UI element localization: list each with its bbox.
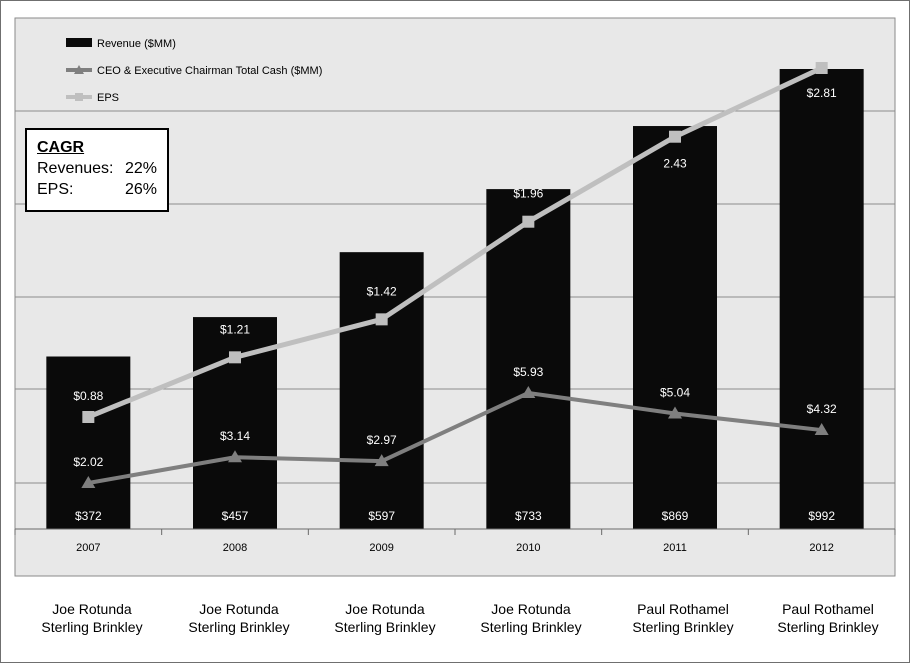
executive-ceo: Joe Rotunda [345, 601, 425, 617]
executive-ceo: Paul Rothamel [637, 601, 729, 617]
revenue-bar [46, 356, 131, 529]
cagr-eps-label: EPS: [37, 181, 74, 198]
cash-point [521, 386, 536, 398]
executive-names-2007: Joe Rotunda Sterling Brinkley [22, 600, 162, 636]
cash-series-line [87, 391, 822, 485]
eps-data-label: 2.43 [663, 157, 687, 171]
legend-eps-label: EPS [97, 92, 119, 104]
cash-point [228, 450, 242, 463]
eps-data-label: $1.96 [513, 187, 543, 201]
eps-point [522, 215, 535, 228]
revenue-bar [486, 189, 571, 529]
executive-names-2009: Joe Rotunda Sterling Brinkley [315, 600, 455, 636]
executive-names-2008: Joe Rotunda Sterling Brinkley [169, 600, 309, 636]
cagr-title: CAGR [37, 139, 85, 156]
x-tick-label: 2007 [76, 542, 100, 554]
executive-names-2010: Joe Rotunda Sterling Brinkley [461, 600, 601, 636]
revenue-data-label: $372 [75, 509, 102, 523]
cagr-revenues-label: Revenues: [37, 160, 114, 177]
executive-chairman: Sterling Brinkley [632, 619, 734, 635]
x-tick-label: 2009 [369, 542, 393, 554]
x-tick-label: 2010 [516, 542, 540, 554]
legend-revenue-label: Revenue ($MM) [97, 38, 176, 50]
eps-point [229, 351, 241, 364]
revenue-bar [633, 126, 717, 530]
eps-data-label: $2.81 [807, 86, 837, 100]
cash-point [814, 423, 829, 436]
legend-revenue-swatch [66, 38, 92, 47]
legend-cash-marker [74, 65, 84, 74]
eps-data-label: $1.42 [367, 284, 397, 298]
line-series [81, 62, 829, 488]
executive-names-2011: Paul Rothamel Sterling Brinkley [613, 600, 753, 636]
x-axis: 2007 2008 2009 2010 2011 2012 [14, 528, 896, 554]
revenue-data-label: $869 [662, 509, 689, 523]
cash-data-label: $5.93 [513, 365, 543, 379]
data-labels: $372 $457 $597 $733 $869 $992 $2.02 $3.14 $2.97 $… [73, 86, 837, 523]
executive-chairman: Sterling Brinkley [188, 619, 290, 635]
executive-chairman: Sterling Brinkley [480, 619, 582, 635]
cagr-revenues-row: Revenues: 22% [37, 158, 167, 179]
eps-point [375, 313, 388, 326]
revenue-data-label: $597 [368, 509, 395, 523]
cagr-eps-row: EPS: 26% [37, 179, 167, 200]
revenue-bar [779, 69, 864, 529]
executive-ceo: Paul Rothamel [782, 601, 874, 617]
executive-ceo: Joe Rotunda [491, 601, 571, 617]
cash-point [668, 406, 682, 419]
legend-eps-marker [75, 93, 83, 101]
cash-data-label: $2.02 [73, 455, 103, 469]
legend: Revenue ($MM) CEO & Executive Chairman To… [66, 38, 322, 104]
eps-point [669, 130, 681, 143]
executive-chairman: Sterling Brinkley [41, 619, 143, 635]
eps-point [815, 62, 828, 74]
executive-chairman: Sterling Brinkley [777, 619, 879, 635]
x-tick-label: 2011 [663, 542, 687, 554]
cash-point [374, 454, 389, 467]
eps-series-line [87, 65, 823, 420]
eps-data-label: $1.21 [220, 322, 250, 336]
cagr-eps-value: 26% [125, 181, 158, 198]
x-tick-label: 2012 [809, 542, 833, 554]
revenue-data-label: $457 [222, 509, 249, 523]
eps-data-label: $0.88 [73, 389, 103, 403]
cash-data-label: $2.97 [367, 433, 397, 447]
x-tick-label: 2008 [223, 542, 247, 554]
eps-point [82, 411, 95, 423]
cagr-revenues-value: 22% [125, 160, 158, 177]
cash-data-label: $5.04 [660, 385, 690, 399]
revenue-data-label: $992 [808, 509, 835, 523]
cash-point [81, 476, 96, 488]
revenue-data-label: $733 [515, 509, 542, 523]
cagr-box: CAGR Revenues: 22% EPS: 26% [25, 128, 169, 212]
legend-cash-label: CEO & Executive Chairman Total Cash ($MM… [97, 65, 322, 77]
executive-ceo: Joe Rotunda [52, 601, 132, 617]
executive-chairman: Sterling Brinkley [334, 619, 436, 635]
cash-data-label: $3.14 [220, 429, 250, 443]
cash-data-label: $4.32 [807, 402, 837, 416]
executive-names-2012: Paul Rothamel Sterling Brinkley [758, 600, 898, 636]
executive-ceo: Joe Rotunda [199, 601, 279, 617]
